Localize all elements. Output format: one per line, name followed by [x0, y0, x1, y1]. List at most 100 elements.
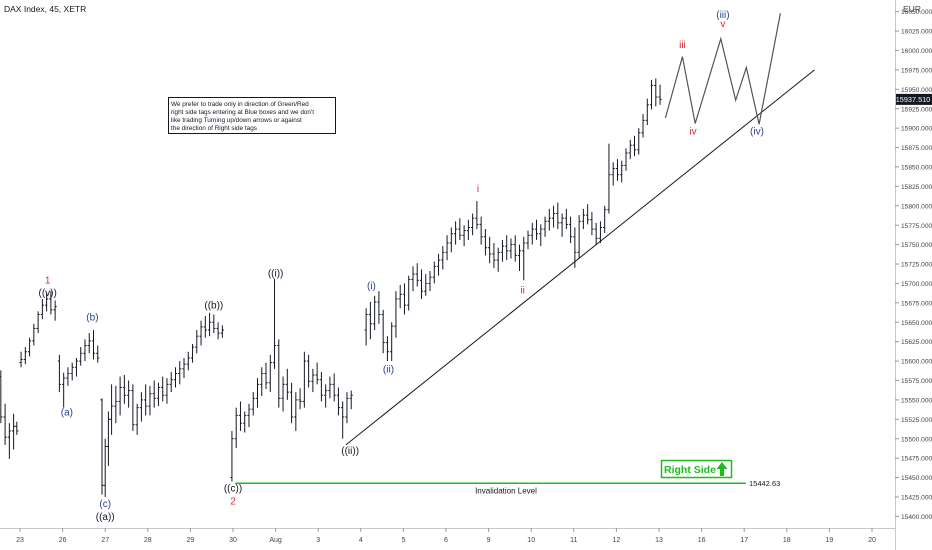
- ohlc-bar: [83, 339, 87, 362]
- ohlc-bar: [114, 385, 118, 424]
- x-tick-label: 16: [698, 537, 706, 544]
- ohlc-bar: [564, 208, 568, 230]
- ohlc-bar: [319, 371, 323, 402]
- ohlc-bar: [315, 362, 319, 385]
- y-tick-label: 16050.000: [901, 9, 932, 16]
- wave-label: v: [720, 19, 725, 30]
- ohlc-bar: [45, 292, 49, 312]
- time-axis[interactable]: 23 26 27 28 29 30 Aug 3 4 5 6 9 10 11 12 13 16 17 18 19 20: [16, 528, 876, 544]
- wave-label: (iv): [750, 126, 764, 137]
- x-tick-label: 23: [16, 537, 24, 544]
- right-side-badge[interactable]: Right Side: [660, 459, 733, 479]
- y-tick-label: 15625.000: [901, 339, 932, 346]
- ohlc-bar: [603, 205, 607, 233]
- x-tick-label: 26: [59, 537, 67, 544]
- ohlc-bar: [654, 78, 658, 107]
- wave-label: (i): [367, 281, 376, 292]
- note-line-4: the direction of Right side tags: [171, 125, 257, 132]
- ohlc-bar: [139, 392, 144, 422]
- ohlc-bar: [560, 213, 564, 237]
- ohlc-bar: [243, 411, 247, 433]
- chart-symbol-title: DAX Index, 45, XETR: [4, 4, 86, 14]
- ohlc-bar: [79, 347, 83, 366]
- ohlc-bar: [251, 392, 255, 416]
- y-tick-label: 15925.000: [901, 106, 932, 113]
- ohlc-bar: [195, 330, 199, 354]
- y-tick-label: 15775.000: [901, 223, 932, 230]
- y-tick-label: 15725.000: [901, 262, 932, 269]
- ohlc-bar: [419, 269, 424, 299]
- ohlc-bar: [381, 309, 385, 354]
- y-tick-label: 15500.000: [901, 436, 932, 443]
- ohlc-bar: [230, 430, 234, 482]
- ohlc-bar: [103, 438, 107, 497]
- y-tick-label: 15900.000: [901, 126, 932, 133]
- wave-label: iv: [689, 126, 696, 137]
- wave-label: (b): [86, 313, 98, 324]
- ohlc-bar: [118, 376, 122, 416]
- wave-label: ((c)): [224, 484, 242, 495]
- price-axis[interactable]: 16050.000 16025.000 16000.000 15975.000 1595…: [895, 9, 932, 521]
- ohlc-bar: [598, 221, 603, 244]
- ohlc-bar: [161, 376, 165, 402]
- ohlc-bar: [216, 322, 220, 340]
- ohlc-bar: [131, 384, 135, 431]
- ohlc-bar: [628, 139, 632, 160]
- ohlc-bar: [109, 384, 114, 435]
- ohlc-bar: [144, 384, 148, 416]
- ohlc-bar: [624, 148, 628, 171]
- ohlc-bar: [302, 351, 306, 408]
- wave-label: i: [477, 184, 479, 195]
- x-tick-label: 12: [613, 537, 621, 544]
- trendline[interactable]: [345, 69, 815, 446]
- ohlc-bar: [182, 357, 186, 379]
- wave-label: ii: [520, 286, 524, 297]
- ohlc-bar: [449, 227, 453, 253]
- invalidation-level-label: Invalidation Level: [475, 486, 537, 495]
- ohlc-bar: [398, 284, 402, 309]
- ohlc-bar: [238, 401, 243, 431]
- ohlc-bar: [70, 362, 74, 381]
- ohlc-bar: [32, 323, 36, 346]
- ohlc-bar: [15, 421, 19, 435]
- y-tick-label: 15450.000: [901, 475, 932, 482]
- ohlc-bar: [345, 392, 349, 424]
- ohlc-bar: [178, 361, 182, 385]
- ohlc-bar: [87, 333, 91, 354]
- ohlc-bar: [586, 204, 590, 225]
- ohlc-bar: [505, 235, 509, 261]
- x-tick-label: 13: [655, 537, 663, 544]
- x-tick-label: 27: [101, 537, 109, 544]
- x-tick-label: 20: [868, 537, 876, 544]
- ohlc-bar: [62, 372, 66, 408]
- ohlc-bar: [289, 382, 294, 424]
- y-tick-label: 15850.000: [901, 165, 932, 172]
- x-tick-label: 18: [783, 537, 791, 544]
- ohlc-bar: [492, 243, 496, 268]
- ohlc-bar: [581, 208, 585, 230]
- invalidation-value-label: 15442.63: [749, 479, 780, 488]
- ohlc-bar: [220, 325, 224, 338]
- ohlc-bar: [436, 253, 441, 276]
- ohlc-bar: [607, 143, 611, 214]
- wave-projection-path[interactable]: [664, 13, 781, 125]
- x-tick-label: 5: [401, 537, 405, 544]
- ohlc-bar: [260, 367, 264, 396]
- y-tick-label: 15950.000: [901, 87, 932, 94]
- wave-label: ((i)): [268, 268, 284, 279]
- ohlc-bar: [156, 382, 161, 407]
- y-tick-label: 15475.000: [901, 456, 932, 463]
- x-tick-label: 4: [359, 537, 363, 544]
- ohlc-bar: [255, 378, 260, 408]
- x-tick-label: 11: [570, 537, 577, 544]
- ohlc-bar: [311, 368, 315, 393]
- ohlc-bar: [100, 398, 104, 495]
- ohlc-bar: [332, 373, 336, 402]
- ohlc-bar: [169, 371, 173, 393]
- ohlc-bar: [272, 278, 277, 369]
- ohlc-bar: [611, 162, 615, 186]
- ohlc-bar: [36, 311, 40, 334]
- x-tick-label: 29: [187, 537, 195, 544]
- ohlc-bar: [285, 368, 289, 400]
